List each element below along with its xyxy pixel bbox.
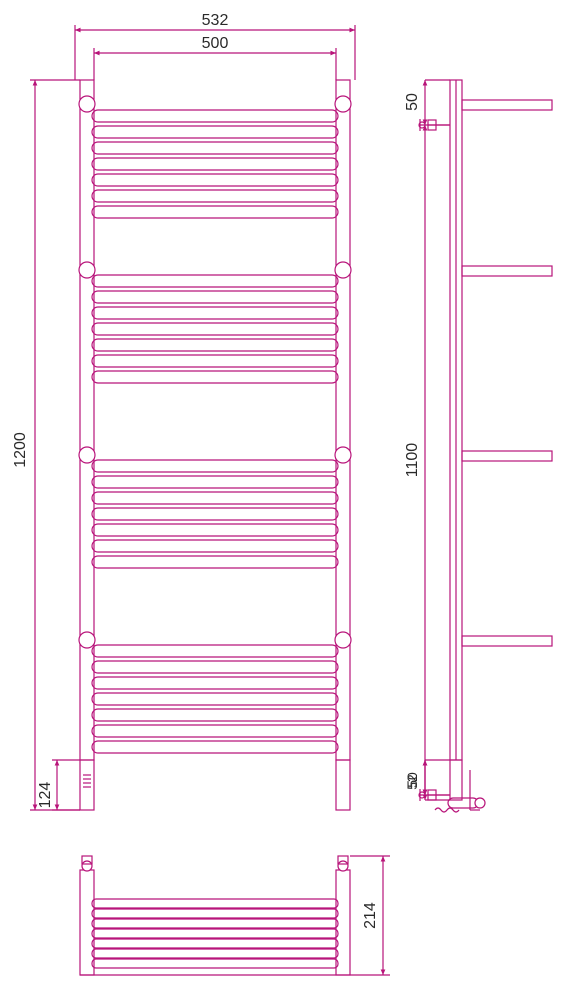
dim-top-view-height: 214 — [362, 902, 379, 929]
side-view: 1100505052 — [404, 80, 552, 812]
front-view: 532 500 1200 124 — [12, 12, 355, 810]
dim-bottom-offset: 124 — [37, 782, 54, 809]
dim-side-top: 50 — [404, 93, 421, 111]
top-view: 214 — [80, 856, 390, 975]
dim-side-height: 1100 — [404, 443, 421, 478]
dim-overall-width: 532 — [202, 12, 229, 29]
dim-inner-width: 500 — [202, 35, 229, 52]
dim-side-base: 52 — [404, 774, 420, 790]
dim-overall-height: 1200 — [12, 432, 29, 468]
